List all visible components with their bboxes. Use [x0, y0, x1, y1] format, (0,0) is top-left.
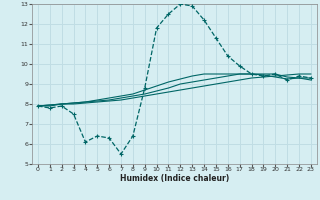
X-axis label: Humidex (Indice chaleur): Humidex (Indice chaleur) — [120, 174, 229, 183]
